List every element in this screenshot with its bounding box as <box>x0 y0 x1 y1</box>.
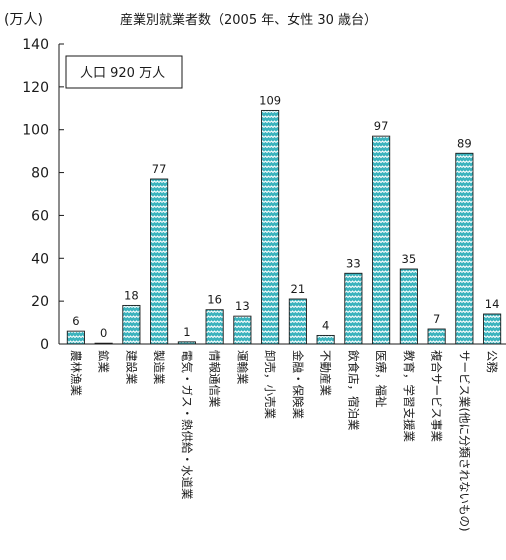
bars <box>66 109 502 345</box>
category-label: 卸売，小売業 <box>263 350 277 419</box>
bar <box>94 342 113 345</box>
category-label: 公務 <box>485 350 499 373</box>
bar-value-label: 89 <box>457 136 472 150</box>
bar <box>261 109 280 345</box>
bar <box>316 334 335 345</box>
bar <box>288 298 307 345</box>
category-label: 不動産業 <box>319 350 333 396</box>
category-label: 医療，福祉 <box>374 350 388 408</box>
bar <box>233 315 252 345</box>
bar-value-label: 6 <box>72 314 79 328</box>
category-label: サービス業(他に分類されないもの) <box>457 350 471 531</box>
y-tick-label: 100 <box>22 123 49 139</box>
bar <box>122 304 141 345</box>
bar-value-label: 109 <box>259 93 281 107</box>
category-label: 製造業 <box>152 350 166 385</box>
y-tick-label: 0 <box>40 337 49 353</box>
bar-value-label: 7 <box>433 312 440 326</box>
category-label: 金融・保険業 <box>291 350 305 419</box>
bar-value-label: 77 <box>152 162 167 176</box>
bar-value-label: 18 <box>124 288 139 302</box>
bar <box>427 328 446 345</box>
bar-value-label: 0 <box>100 326 107 340</box>
category-label: 建設業 <box>124 350 138 385</box>
bar <box>399 268 418 345</box>
y-tick-label: 40 <box>31 251 49 267</box>
y-tick-label: 60 <box>31 208 49 224</box>
bar <box>177 341 196 345</box>
bar-value-label: 97 <box>374 119 389 133</box>
category-label: 農林漁業 <box>69 350 83 396</box>
bar <box>66 330 85 345</box>
category-label: 複合サービス事業 <box>430 350 444 442</box>
category-label: 運輸業 <box>235 350 249 385</box>
y-tick-label: 140 <box>22 37 49 53</box>
bar-value-label: 33 <box>346 256 361 270</box>
category-label: 情報通信業 <box>208 350 222 408</box>
annotation-box <box>65 55 183 89</box>
category-label: 飲食店，宿泊業 <box>346 350 360 431</box>
bar <box>150 178 169 345</box>
bar-value-label: 1 <box>183 325 190 339</box>
y-tick-label: 20 <box>31 294 49 310</box>
category-labels: 農林漁業 鉱業 建設業 製造業 電気・ガス・熱供給・水道業 情報通信業 運輸業 卸売，小売業金… <box>69 350 499 531</box>
y-tick-label: 80 <box>31 166 49 182</box>
bar-value-label: 13 <box>235 299 250 313</box>
category-label: 鉱業 <box>97 350 111 373</box>
bar <box>483 313 502 345</box>
bar-value-label: 14 <box>485 297 500 311</box>
bar-value-label: 21 <box>291 282 306 296</box>
y-axis-ticks: 0 20 40 60 80 100 120 140 <box>22 37 64 353</box>
bar-value-label: 16 <box>207 293 222 307</box>
category-label: 教育，学習支援業 <box>402 350 416 442</box>
bar <box>205 309 224 345</box>
value-labels: 6 0 18 77 1 16 13 109 21 4 33 97 35 7 89 14 <box>72 93 499 340</box>
population-annotation: 人口 920 万人 <box>80 66 165 81</box>
bar-value-label: 4 <box>322 318 329 332</box>
category-label: 電気・ガス・熱供給・水道業 <box>180 350 194 500</box>
bar-value-label: 35 <box>402 252 417 266</box>
bar <box>455 152 474 345</box>
bar <box>372 135 391 345</box>
chart-title: 産業別就業者数（2005 年、女性 30 歳台） <box>120 12 377 28</box>
y-tick-label: 120 <box>22 80 49 96</box>
bar <box>344 272 363 345</box>
y-axis-unit-label: (万人) <box>4 12 43 28</box>
